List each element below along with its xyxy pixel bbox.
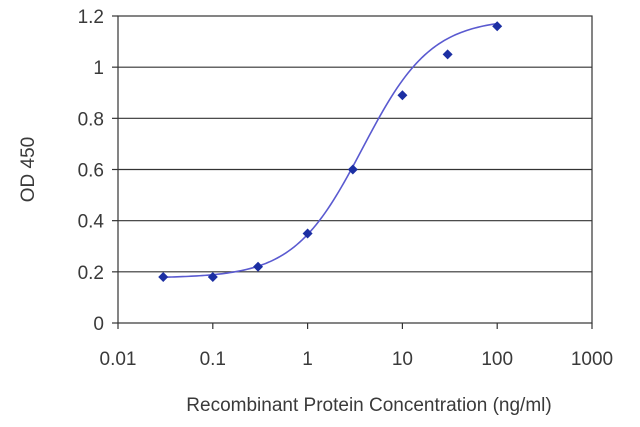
- y-tick-label: 0.4: [78, 212, 105, 233]
- x-tick-label: 1: [302, 349, 313, 370]
- data-point: [397, 90, 408, 101]
- y-tick-label: 0.8: [78, 109, 104, 130]
- fitted-curve: [163, 22, 498, 278]
- y-axis-tick-labels: 0 0.2 0.4 0.6 0.8 1 1.2: [78, 7, 105, 335]
- fit-curve-line: [163, 22, 498, 278]
- axis-ticks: [112, 15, 593, 329]
- x-axis-title: Recombinant Protein Concentration (ng/ml…: [186, 395, 551, 416]
- x-tick-label: 10: [392, 349, 413, 370]
- data-point: [302, 228, 313, 239]
- y-tick-label: 1: [93, 58, 104, 79]
- data-point: [442, 49, 453, 60]
- x-tick-label: 0.1: [200, 349, 226, 370]
- x-axis-tick-labels: 0.01 0.1 1 10 100 1000: [100, 349, 614, 370]
- y-tick-label: 0: [93, 314, 104, 335]
- data-point: [253, 261, 264, 272]
- y-tick-label: 0.2: [78, 263, 104, 284]
- y-tick-label: 0.6: [78, 161, 104, 182]
- y-tick-label: 1.2: [78, 7, 104, 28]
- y-axis-title: OD 450: [18, 137, 39, 202]
- x-tick-label: 0.01: [100, 349, 137, 370]
- data-markers: [158, 21, 503, 282]
- data-point: [207, 271, 218, 282]
- data-point: [158, 271, 169, 282]
- data-point: [347, 164, 358, 175]
- x-tick-label: 100: [481, 349, 513, 370]
- data-point: [492, 21, 503, 32]
- x-tick-label: 1000: [571, 349, 613, 370]
